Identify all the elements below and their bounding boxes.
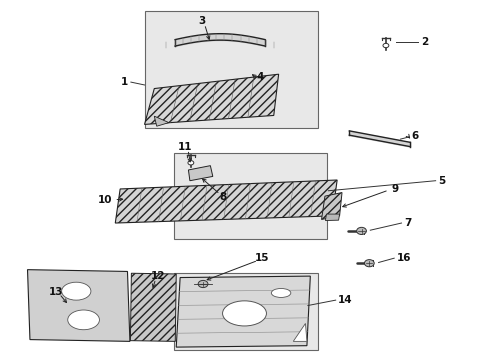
Text: 4: 4	[256, 72, 263, 82]
Circle shape	[198, 280, 207, 288]
Text: 1: 1	[121, 77, 128, 87]
Polygon shape	[321, 193, 341, 220]
Bar	[173, 153, 327, 239]
Bar	[144, 12, 317, 128]
Text: 15: 15	[255, 253, 269, 263]
Text: 8: 8	[219, 192, 226, 202]
Ellipse shape	[271, 288, 290, 297]
Polygon shape	[115, 180, 336, 223]
Polygon shape	[325, 214, 339, 221]
Circle shape	[187, 161, 193, 165]
Bar	[173, 273, 317, 350]
Text: 11: 11	[178, 142, 192, 152]
Polygon shape	[293, 323, 306, 341]
Polygon shape	[154, 116, 168, 126]
Text: 5: 5	[437, 176, 445, 186]
Ellipse shape	[61, 282, 91, 300]
Ellipse shape	[68, 310, 99, 330]
Polygon shape	[27, 270, 130, 341]
Text: 2: 2	[420, 37, 427, 47]
Polygon shape	[176, 276, 310, 347]
Text: 12: 12	[150, 271, 164, 281]
Text: 9: 9	[391, 184, 398, 194]
Text: 16: 16	[396, 253, 410, 263]
Text: 7: 7	[403, 218, 410, 228]
Ellipse shape	[222, 301, 266, 326]
Circle shape	[364, 260, 373, 267]
Text: 3: 3	[198, 17, 205, 27]
Circle shape	[382, 43, 388, 48]
Text: 6: 6	[410, 131, 418, 141]
Circle shape	[356, 227, 366, 234]
Polygon shape	[130, 273, 176, 341]
Text: 13: 13	[48, 287, 63, 297]
Polygon shape	[144, 74, 278, 125]
Polygon shape	[188, 166, 212, 181]
Text: 10: 10	[97, 195, 112, 205]
Text: 14: 14	[337, 295, 352, 305]
